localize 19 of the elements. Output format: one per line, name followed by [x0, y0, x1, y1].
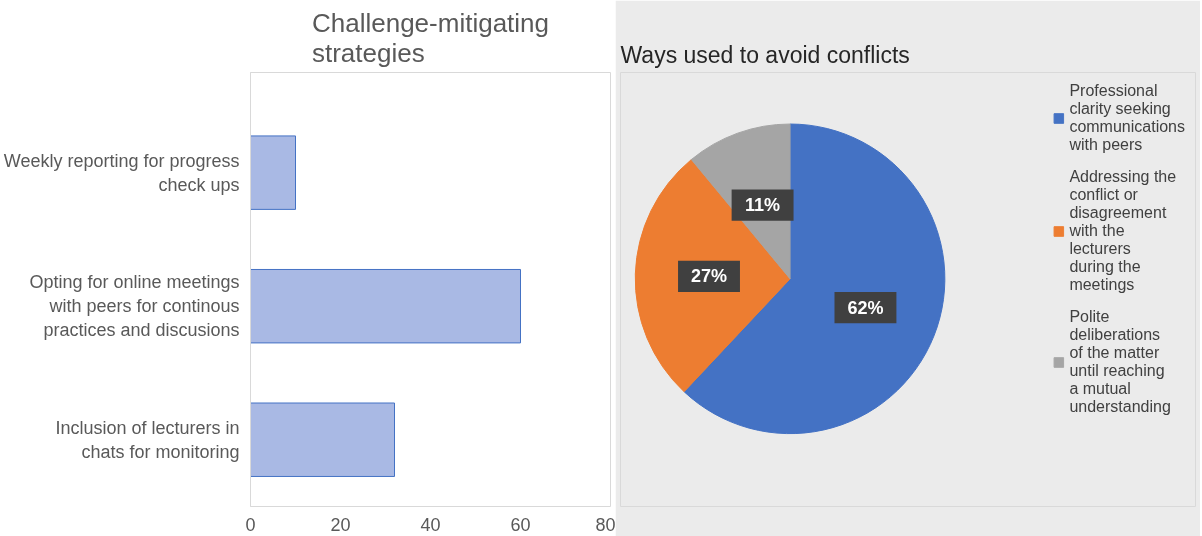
legend-label: Addressing the conflict or disagreement with the lecturers during the meetings	[1069, 168, 1177, 294]
data-label: 62%	[847, 297, 884, 318]
data-label: 27%	[690, 266, 728, 287]
data-label: 11%	[745, 195, 781, 216]
x-tick-label: 20	[330, 514, 351, 535]
bar	[250, 402, 395, 477]
bar	[250, 268, 521, 344]
y-tick-label: Inclusion of lecturers in chats for monitoring	[55, 417, 240, 462]
chart-title: Ways used to avoid conflicts	[620, 41, 910, 68]
chart-title: Challenge-mitigating strategies	[311, 7, 550, 68]
x-tick-label: 80	[595, 514, 616, 535]
bar	[250, 135, 296, 210]
legend-label: Professional clarity seeking communications with peers	[1069, 82, 1185, 154]
x-tick-label: 60	[510, 514, 531, 535]
legend-label: Polite deliberations of the matter until reaching a mutual understanding	[1069, 308, 1171, 416]
y-tick-label: Weekly reporting for progress check ups	[3, 150, 240, 195]
x-tick-label: 0	[245, 514, 256, 535]
x-tick-label: 40	[420, 514, 441, 535]
y-tick-label: Opting for online meetings with peers for continous practices and discusions	[29, 272, 240, 341]
